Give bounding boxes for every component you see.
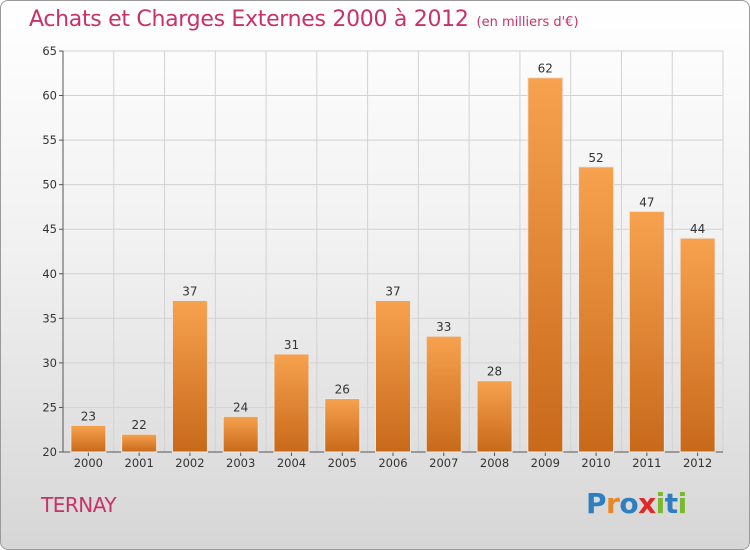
x-tick-label: 2008: [480, 456, 509, 470]
bar: [121, 433, 158, 453]
y-tick-label: 20: [42, 445, 57, 459]
bar-value-label: 47: [639, 195, 654, 209]
y-tick-label: 60: [42, 89, 57, 103]
y-tick-label: 65: [42, 44, 57, 58]
bar-value-label: 44: [690, 222, 705, 236]
bar-value-label: 52: [588, 151, 603, 165]
bar-value-label: 31: [284, 338, 299, 352]
bar-value-label: 37: [385, 285, 400, 299]
y-tick-label: 50: [42, 178, 57, 192]
bar-value-label: 26: [335, 383, 350, 397]
y-tick-label: 45: [42, 222, 57, 236]
chart-title: Achats et Charges Externes 2000 à 2012 (e…: [29, 7, 579, 32]
x-tick-label: 2012: [683, 456, 712, 470]
x-tick-label: 2005: [328, 456, 357, 470]
logo-letter: o: [619, 487, 639, 520]
bar: [679, 237, 716, 453]
y-tick-label: 25: [42, 400, 57, 414]
bar: [628, 210, 665, 453]
logo-letter: i: [677, 487, 688, 520]
x-tick-label: 2007: [429, 456, 458, 470]
x-tick-label: 2002: [175, 456, 204, 470]
bar-value-label: 37: [182, 285, 197, 299]
x-tick-label: 2003: [226, 456, 255, 470]
bar: [374, 300, 412, 453]
bar: [578, 166, 615, 453]
logo-letter: r: [606, 487, 620, 520]
bars: [70, 77, 716, 453]
y-tick-label: 30: [42, 356, 57, 370]
bar: [527, 77, 564, 453]
proxiti-logo[interactable]: Proxiti: [586, 487, 687, 520]
y-tick-label: 55: [42, 133, 57, 147]
x-tick-label: 2010: [581, 456, 610, 470]
town-name: TERNAY: [41, 493, 117, 517]
logo-letter: x: [638, 487, 656, 520]
bar-value-label: 28: [487, 365, 502, 379]
x-tick-label: 2011: [632, 456, 661, 470]
bar-value-label: 23: [81, 409, 96, 423]
chart-title-main: Achats et Charges Externes 2000 à 2012: [29, 7, 469, 32]
chart-title-unit: (en milliers d'€): [476, 15, 579, 30]
bar: [171, 300, 208, 453]
x-tick-label: 2000: [74, 456, 103, 470]
bar-value-label: 22: [132, 418, 147, 432]
bar: [425, 335, 462, 453]
y-tick-label: 35: [42, 311, 57, 325]
logo-letter: t: [664, 487, 678, 520]
bar: [222, 415, 259, 453]
bar: [324, 398, 361, 453]
bar: [273, 353, 310, 453]
bar-value-label: 62: [538, 62, 553, 76]
x-tick-label: 2001: [125, 456, 154, 470]
labels: 2000 23 2001 22 2002 37 2003 24 2004 31 2005 26 2006…: [74, 62, 713, 470]
x-tick-label: 2004: [277, 456, 306, 470]
bar-value-label: 33: [436, 320, 451, 334]
x-tick-label: 2006: [378, 456, 407, 470]
bar: [70, 424, 107, 453]
logo-letter: i: [655, 487, 666, 520]
y-tick-label: 40: [42, 267, 57, 281]
logo-letter: P: [586, 487, 607, 520]
x-tick-label: 2009: [531, 456, 560, 470]
bar: [476, 380, 513, 453]
bar-value-label: 24: [233, 400, 248, 414]
